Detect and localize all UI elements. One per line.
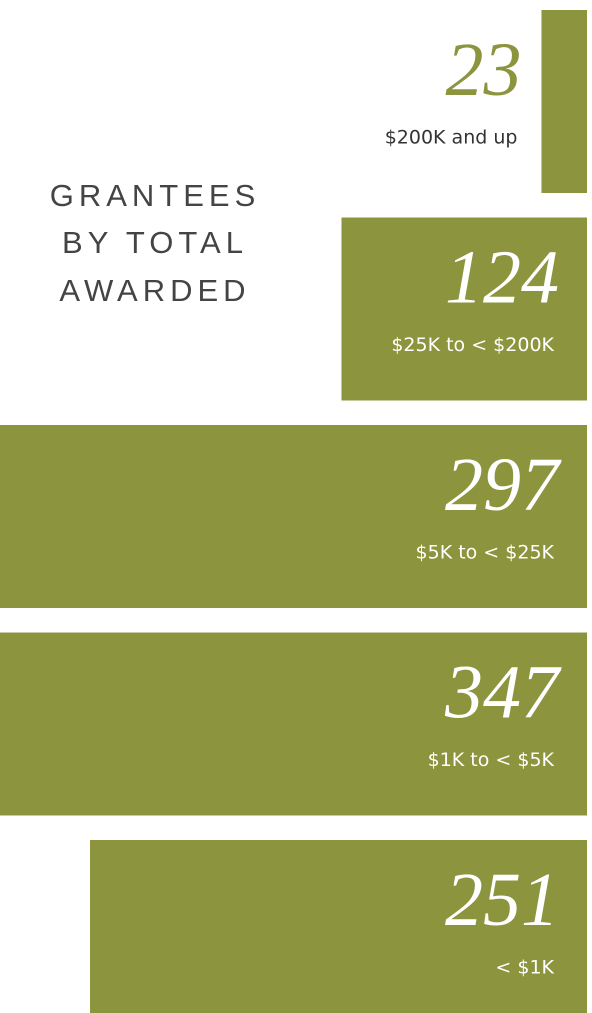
value-label: 347 xyxy=(444,651,562,735)
value-label: 23 xyxy=(445,28,521,112)
bar xyxy=(90,840,588,1013)
chart-title: GRANTEES BY TOTAL AWARDED xyxy=(50,178,261,308)
title-line: BY TOTAL xyxy=(62,225,248,260)
bar xyxy=(541,10,587,193)
bar xyxy=(341,217,587,401)
category-label: $200K and up xyxy=(385,127,518,149)
value-label: 297 xyxy=(445,443,562,527)
category-label: $5K to < $25K xyxy=(416,542,555,564)
category-label: < $1K xyxy=(495,957,554,979)
title-line: GRANTEES xyxy=(50,178,261,213)
category-label: $1K to < $5K xyxy=(428,749,555,771)
value-label: 251 xyxy=(445,858,559,942)
category-label: $25K to < $200K xyxy=(391,334,554,356)
bar xyxy=(0,632,587,816)
title-line: AWARDED xyxy=(59,273,250,308)
bar xyxy=(0,425,587,608)
value-label: 124 xyxy=(445,236,559,320)
